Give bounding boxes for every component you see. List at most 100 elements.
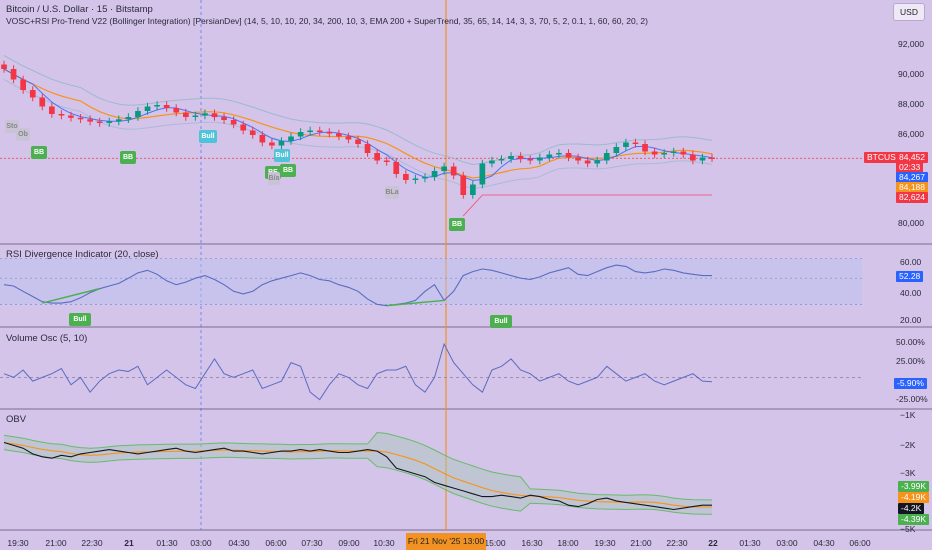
rsi-axis-label: 20.00 [900, 315, 922, 325]
price-axis-label: 86,000 [898, 129, 924, 139]
candle-body [642, 144, 648, 152]
candle-body [651, 151, 658, 155]
candle-body [154, 105, 160, 107]
time-axis-label: 07:30 [301, 538, 323, 548]
vosc-line [3, 342, 713, 401]
candle-body [489, 160, 495, 164]
obv-line [3, 441, 712, 511]
candle-body [422, 177, 428, 179]
candle-body [20, 79, 26, 90]
bull-signal: Bull [274, 149, 290, 162]
candle-body [144, 106, 151, 111]
time-axis-label: 19:30 [7, 538, 29, 548]
obv-value-tag: -4.2K [898, 503, 925, 514]
candle-body [345, 136, 352, 140]
candle-body [508, 156, 514, 159]
candle-body [670, 151, 677, 153]
symbol-title: Bitcoin / U.S. Dollar · 15 · Bitstamp [6, 4, 153, 15]
obv-axis-label: −5K [900, 524, 916, 534]
rsi-axis-label: 60.00 [900, 257, 922, 267]
candle-body [192, 115, 199, 117]
obv-upper-tag: -3.99K [898, 481, 930, 492]
candle-body [441, 166, 447, 171]
candle-body [49, 106, 55, 114]
candle-body [470, 184, 476, 195]
rsi-bull-signal: Bull [490, 315, 512, 328]
obv-axis-label: −2K [900, 440, 916, 450]
candle-body [29, 90, 36, 98]
price-axis-label: 92,000 [898, 39, 924, 49]
candle-body [412, 178, 419, 180]
bollinger-upper-band [3, 55, 713, 166]
candle-body [565, 153, 572, 158]
obv-axis-label: −3K [900, 468, 916, 478]
candle-body [106, 121, 113, 123]
candle-body [39, 97, 46, 107]
candle-body [221, 117, 227, 120]
candle-body [297, 132, 304, 137]
candle-body [374, 153, 380, 161]
candle-body [527, 159, 534, 161]
vosc-axis-label: 50.00% [896, 337, 925, 347]
rsi-line [3, 264, 712, 307]
rsi-divergence-line [386, 299, 445, 307]
candle-body [594, 160, 601, 164]
obv-lower-band [3, 449, 712, 515]
time-axis-label: 21:00 [45, 538, 67, 548]
candle-body [259, 135, 266, 143]
signal-label: BLa [385, 186, 399, 199]
candle-body [623, 142, 629, 147]
vosc-panel-title[interactable]: Volume Osc (5, 10) [6, 333, 88, 344]
candle-body [163, 105, 170, 108]
obv-axis-label: −1K [900, 410, 916, 420]
last-price-tag: 84,452 [896, 152, 928, 163]
candle-body [537, 157, 543, 161]
rsi-panel-title[interactable]: RSI Divergence Indicator (20, close) [6, 249, 159, 260]
bb-signal: BB [449, 218, 465, 231]
time-axis-label: 04:30 [228, 538, 250, 548]
price-axis-label: 90,000 [898, 69, 924, 79]
rsi-value-tag: 52.28 [896, 271, 924, 282]
ema-blue-line [3, 68, 713, 181]
candle-body [135, 111, 141, 117]
time-axis-label: 16:30 [521, 538, 543, 548]
time-axis-label: 03:00 [776, 538, 798, 548]
rsi-divergence-line [42, 287, 100, 304]
bb-signal: BB [31, 146, 47, 159]
time-axis-label: 09:00 [338, 538, 360, 548]
time-axis-label: 01:30 [739, 538, 761, 548]
candle-body [556, 153, 562, 155]
currency-button[interactable]: USD [893, 3, 925, 21]
candle-body [202, 113, 208, 116]
signal-label: B/a [268, 172, 280, 185]
candle-body [269, 142, 275, 146]
candle-body [1, 64, 7, 69]
candle-body [460, 175, 467, 195]
vosc-axis-label: -25.00% [896, 394, 928, 404]
vosc-axis-label: 25.00% [896, 356, 925, 366]
time-axis-label: 21:00 [630, 538, 652, 548]
candle-body [661, 153, 667, 155]
candle-body [680, 151, 687, 155]
ema-orange-line [3, 68, 713, 179]
obv-panel-title[interactable]: OBV [6, 414, 27, 425]
candle-body [575, 157, 581, 161]
candle-body [240, 124, 247, 131]
price-axis-label: 80,000 [898, 218, 924, 228]
candle-body [709, 157, 715, 159]
candle-body [316, 130, 323, 132]
price-axis-label: 88,000 [898, 99, 924, 109]
candle-body [603, 153, 610, 161]
time-axis-label: 03:00 [190, 538, 212, 548]
bb-signal: BB [280, 164, 296, 177]
candle-body [183, 112, 189, 117]
candle-body [278, 141, 285, 146]
time-axis-label: 06:00 [849, 538, 871, 548]
candle-body [403, 174, 409, 180]
candle-body [479, 163, 486, 185]
indicator-legend[interactable]: VOSC+RSI Pro-Trend V22 (Bollinger Integr… [6, 16, 648, 26]
candle-body [613, 147, 620, 153]
crosshair-time-label: Fri 21 Nov '25 13:00 [406, 533, 486, 550]
time-axis-label: 22 [708, 538, 718, 548]
